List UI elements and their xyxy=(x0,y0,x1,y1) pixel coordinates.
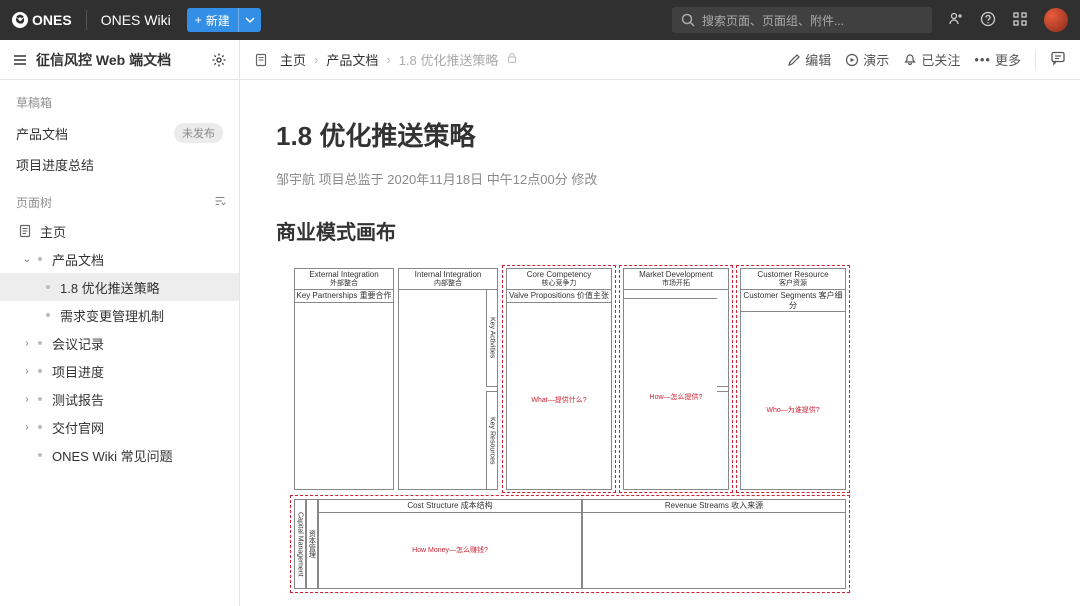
box-capital-zh: 资本管理 xyxy=(306,499,318,589)
bullet-icon xyxy=(38,341,42,345)
tree-label: 会议记录 xyxy=(52,334,104,353)
box-customer: Customer Resource客户资源 Customer Segments … xyxy=(740,268,846,490)
tree-item-18[interactable]: 1.8 优化推送策略 xyxy=(0,273,239,301)
brand-logo[interactable]: ONES xyxy=(12,12,72,28)
brand-text: ONES xyxy=(32,12,72,28)
more-label: 更多 xyxy=(995,50,1021,69)
box-key-partnerships: External Integration外部整合 Key Partnership… xyxy=(294,268,394,490)
more-button[interactable]: ••• 更多 xyxy=(974,50,1021,69)
chevron-right-icon: › xyxy=(22,422,32,433)
tree-item-test[interactable]: › 测试报告 xyxy=(0,385,239,413)
chevron-right-icon: › xyxy=(22,338,32,349)
tree-label: ONES Wiki 常见问题 xyxy=(52,446,173,465)
bullet-icon xyxy=(38,369,42,373)
tree-item-meeting[interactable]: › 会议记录 xyxy=(0,329,239,357)
divider xyxy=(86,10,87,30)
draft-name: 项目进度总结 xyxy=(16,155,94,174)
box-value-prop: Core Competency核心竞争力 Valve Propositions … xyxy=(506,268,612,490)
tree-label: 产品文档 xyxy=(52,250,104,269)
tree-item-faq[interactable]: ONES Wiki 常见问题 xyxy=(0,441,239,469)
chevron-right-icon: › xyxy=(22,394,32,405)
lock-icon xyxy=(506,52,518,67)
breadcrumb-l1[interactable]: 产品文档 xyxy=(326,50,378,69)
bullet-icon xyxy=(46,285,50,289)
follow-label: 已关注 xyxy=(921,50,960,69)
invite-icon[interactable] xyxy=(948,11,964,30)
edit-label: 编辑 xyxy=(805,50,831,69)
tree-home[interactable]: 主页 xyxy=(0,217,239,245)
new-button-label: 新建 xyxy=(206,12,230,29)
tree-section-label: 页面树 xyxy=(16,194,52,211)
page-title: 1.8 优化推送策略 xyxy=(276,116,1070,153)
box-relations xyxy=(717,391,729,490)
chevron-down-icon: ⌄ xyxy=(22,254,32,265)
product-name[interactable]: ONES Wiki xyxy=(101,12,171,28)
search-input[interactable]: 搜索页面、页面组、附件... xyxy=(672,7,932,33)
box-cost: Cost Structure 成本结构 How Money—怎么赚钱? xyxy=(318,499,582,589)
search-placeholder: 搜索页面、页面组、附件... xyxy=(702,12,844,29)
breadcrumb-current: 1.8 优化推送策略 xyxy=(399,50,499,69)
more-icon: ••• xyxy=(974,52,991,67)
chevron-right-icon: › xyxy=(22,366,32,377)
edit-button[interactable]: 编辑 xyxy=(787,50,831,69)
new-dropdown[interactable] xyxy=(238,8,261,32)
tree-item-req[interactable]: 需求变更管理机制 xyxy=(0,301,239,329)
bullet-icon xyxy=(38,425,42,429)
section-heading: 商业模式画布 xyxy=(276,216,1070,245)
comment-icon[interactable] xyxy=(1050,50,1066,69)
plus-icon: + xyxy=(195,13,202,27)
new-button[interactable]: + 新建 xyxy=(187,8,261,32)
page-icon xyxy=(18,224,32,238)
box-capital-label: Capital Management xyxy=(294,499,306,589)
breadcrumb-sep: › xyxy=(314,52,318,67)
breadcrumb-home[interactable]: 主页 xyxy=(280,50,306,69)
box-market: Market Development市场开拓 How—怎么提供? xyxy=(623,268,729,490)
sort-icon[interactable] xyxy=(213,194,227,211)
tree-item-progress[interactable]: › 项目进度 xyxy=(0,357,239,385)
breadcrumb-sep: › xyxy=(386,52,390,67)
apps-icon[interactable] xyxy=(1012,11,1028,30)
present-label: 演示 xyxy=(863,50,889,69)
tree-item-deliver[interactable]: › 交付官网 xyxy=(0,413,239,441)
business-model-canvas: External Integration外部整合 Key Partnership… xyxy=(290,265,850,595)
page-icon xyxy=(254,53,268,67)
follow-button[interactable]: 已关注 xyxy=(903,50,960,69)
play-icon xyxy=(845,53,859,67)
tree-label: 需求变更管理机制 xyxy=(60,306,164,325)
box-key-resources: Key Resources xyxy=(486,391,498,490)
logo-icon xyxy=(12,12,28,28)
box-revenue: Revenue Streams 收入来源 xyxy=(582,499,846,589)
search-icon xyxy=(680,12,696,28)
tree-item-product[interactable]: ⌄ 产品文档 xyxy=(0,245,239,273)
tree-label: 测试报告 xyxy=(52,390,104,409)
menu-icon[interactable] xyxy=(12,52,28,68)
tree-label: 1.8 优化推送策略 xyxy=(60,278,160,297)
bullet-icon xyxy=(46,313,50,317)
bell-icon xyxy=(903,53,917,67)
bullet-icon xyxy=(38,397,42,401)
divider xyxy=(1035,50,1036,70)
draft-item[interactable]: 产品文档 未发布 xyxy=(0,117,239,149)
tree-label: 项目进度 xyxy=(52,362,104,381)
bullet-icon xyxy=(38,453,42,457)
box-internal: Internal Integration内部整合 xyxy=(398,268,498,490)
draft-name: 产品文档 xyxy=(16,124,68,143)
pencil-icon xyxy=(787,53,801,67)
draft-badge: 未发布 xyxy=(174,123,223,143)
page-meta: 邹宇航 项目总监于 2020年11月18日 中午12点00分 修改 xyxy=(276,169,1070,188)
box-channels xyxy=(717,289,729,387)
avatar[interactable] xyxy=(1044,8,1068,32)
drafts-section-label: 草稿箱 xyxy=(0,80,239,117)
workspace-title: 征信风控 Web 端文档 xyxy=(36,50,203,70)
box-key-activities: Key Activities xyxy=(486,289,498,387)
tree-label: 主页 xyxy=(40,222,66,241)
bullet-icon xyxy=(38,257,42,261)
draft-item[interactable]: 项目进度总结 xyxy=(0,149,239,180)
help-icon[interactable] xyxy=(980,11,996,30)
chevron-down-icon xyxy=(245,15,255,25)
gear-icon[interactable] xyxy=(211,52,227,68)
tree-label: 交付官网 xyxy=(52,418,104,437)
present-button[interactable]: 演示 xyxy=(845,50,889,69)
